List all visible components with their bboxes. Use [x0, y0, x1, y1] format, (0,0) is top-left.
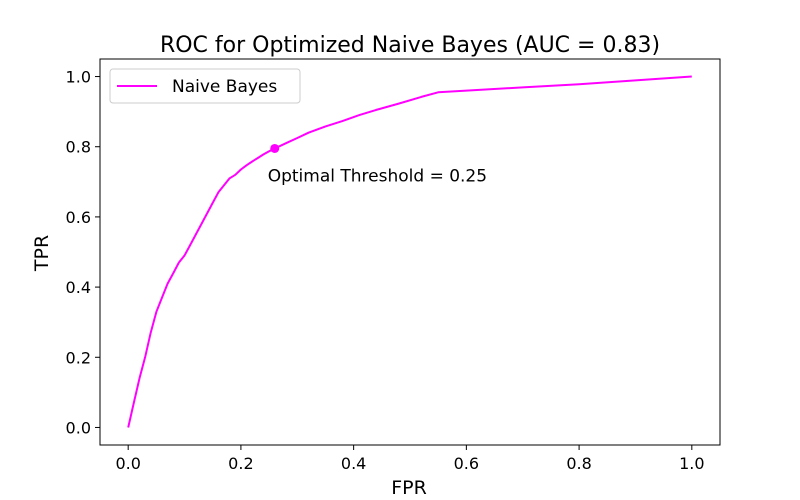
series-line-naive-bayes [127, 75, 692, 428]
y-tick-label: 1.0 [66, 68, 91, 87]
x-axis-label: FPR [391, 477, 427, 499]
x-tick-label: 0.0 [115, 454, 140, 473]
threshold-annotation: Optimal Threshold = 0.25 [268, 166, 487, 186]
y-tick-label: 0.0 [66, 418, 91, 437]
legend-box [109, 68, 301, 104]
chart-title: ROC for Optimized Naive Bayes (AUC = 0.8… [160, 33, 660, 58]
y-tick-label: 0.2 [66, 348, 91, 367]
x-tick-label: 0.4 [341, 454, 366, 473]
x-tick-label: 0.8 [566, 454, 591, 473]
y-tick-label: 0.8 [66, 138, 91, 157]
y-tick-label: 0.4 [66, 278, 91, 297]
y-axis-ticks: 0.0 0.2 0.4 0.6 0.8 1.0 [66, 68, 100, 437]
plot-frame [99, 58, 721, 446]
y-axis-label: TPR [31, 235, 53, 272]
legend: Naive Bayes [109, 68, 301, 104]
x-axis-ticks: 0.0 0.2 0.4 0.6 0.8 1.0 [115, 445, 705, 473]
plot-area [99, 58, 721, 446]
legend-label-naive-bayes: Naive Bayes [172, 77, 277, 97]
x-tick-label: 0.6 [454, 454, 479, 473]
series-layer [127, 75, 692, 428]
optimal-threshold-point [270, 143, 280, 153]
x-tick-label: 0.2 [228, 454, 253, 473]
y-tick-label: 0.6 [66, 208, 91, 227]
x-tick-label: 1.0 [679, 454, 704, 473]
